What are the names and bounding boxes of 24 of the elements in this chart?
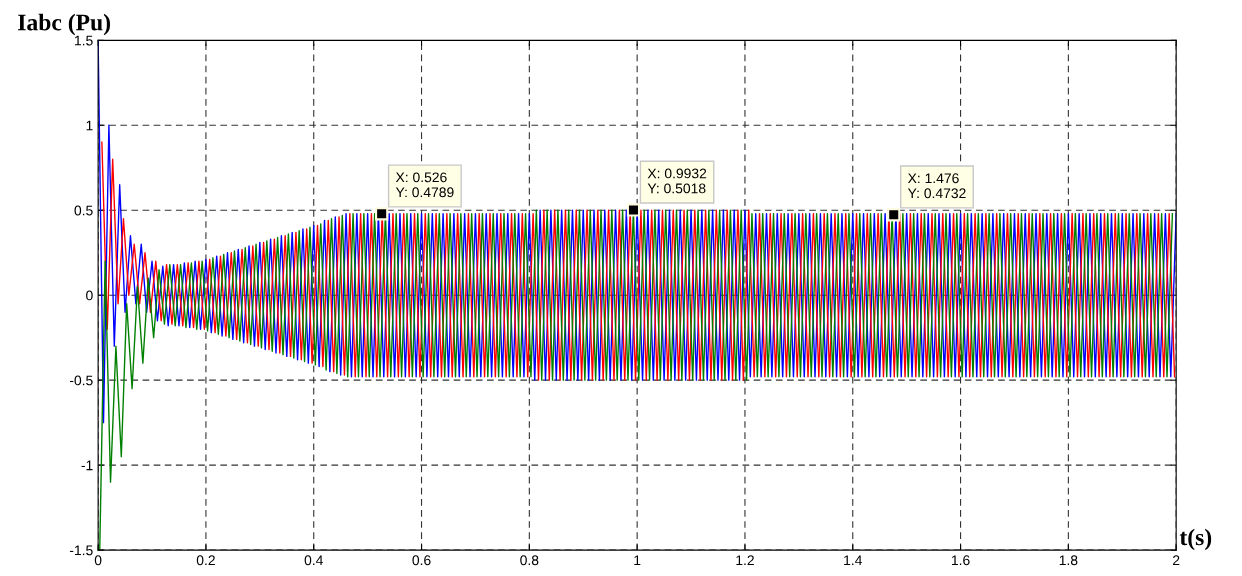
x-tick-label: 1.8 bbox=[1059, 555, 1078, 566]
x-tick-label: 2 bbox=[1173, 555, 1180, 566]
x-tick-label: 0 bbox=[94, 555, 102, 566]
y-tick-label: -1 bbox=[81, 460, 93, 471]
y-tick-label: 0 bbox=[86, 290, 93, 301]
y-tick-label: 0.5 bbox=[74, 205, 93, 216]
y-tick-label: -1.5 bbox=[69, 545, 93, 556]
x-tick-label: 0.6 bbox=[412, 555, 431, 566]
x-tick-label: 1.2 bbox=[736, 555, 754, 566]
annotation: X: 1.476 Y: 0.4732 bbox=[907, 173, 966, 199]
y-tick-label: -0.5 bbox=[69, 375, 93, 386]
x-tick-label: 1.4 bbox=[844, 555, 863, 566]
x-axis-title: t(s) bbox=[1179, 528, 1212, 551]
x-tick-label: 0.4 bbox=[304, 555, 323, 566]
x-tick-label: 1.6 bbox=[951, 555, 970, 566]
x-tick-label: 0.2 bbox=[196, 555, 215, 566]
x-tick-label: 0.8 bbox=[520, 555, 539, 566]
y-tick-label: 1.5 bbox=[75, 35, 93, 46]
annotation: X: 0.526 Y: 0.4789 bbox=[395, 172, 454, 198]
y-axis-title: Iabc (Pu) bbox=[18, 13, 111, 36]
x-tick-label: 1 bbox=[634, 555, 641, 566]
y-tick-label: 1 bbox=[86, 120, 93, 131]
line-series bbox=[101, 141, 1176, 381]
annotation: X: 0.9932 Y: 0.5018 bbox=[647, 168, 707, 194]
